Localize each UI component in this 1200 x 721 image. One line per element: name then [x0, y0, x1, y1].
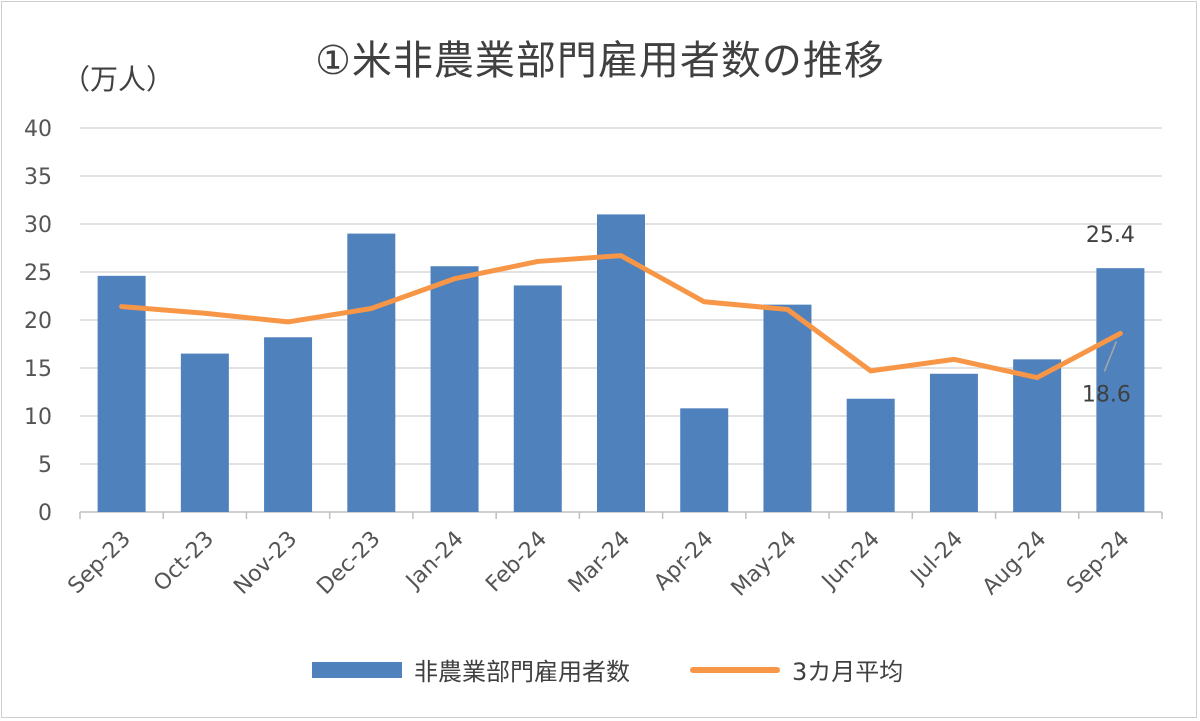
x-tick-label: Dec-23: [312, 527, 385, 600]
bar: [430, 266, 479, 512]
legend-item-line: 3カ月平均: [690, 652, 903, 687]
bar: [97, 275, 146, 512]
bar: [180, 353, 229, 512]
bar: [347, 233, 396, 512]
data-label: 18.6: [1082, 382, 1131, 407]
bar: [929, 373, 978, 512]
x-tick-label: May-24: [727, 527, 802, 602]
x-tick-label: Jun-24: [816, 527, 885, 596]
bar: [1013, 359, 1062, 512]
bar: [264, 337, 313, 512]
x-tick-label: Apr-24: [649, 527, 718, 596]
y-tick-label: 30: [24, 213, 52, 238]
bar: [846, 398, 895, 512]
legend: 非農業部門雇用者数 3カ月平均: [0, 652, 1200, 692]
y-tick-label: 5: [38, 453, 52, 478]
legend-swatch-bar: [312, 661, 402, 678]
y-unit-label: （万人）: [62, 63, 175, 96]
y-tick-label: 25: [24, 261, 52, 286]
legend-label-line: 3カ月平均: [792, 658, 904, 686]
x-tick-label: Jul-24: [905, 527, 968, 590]
bar: [763, 304, 812, 512]
x-tick-label: Aug-24: [978, 527, 1051, 600]
legend-item-bars: 非農業部門雇用者数: [312, 652, 630, 687]
y-tick-label: 15: [24, 357, 52, 382]
bar: [1096, 268, 1145, 512]
x-tick-label: Oct-23: [149, 527, 219, 597]
x-tick-label: Jan-24: [400, 527, 468, 595]
x-tick-label: Mar-24: [564, 527, 635, 598]
data-label-leader: [1103, 341, 1118, 372]
y-tick-label: 40: [24, 117, 52, 142]
y-tick-label: 0: [38, 501, 52, 526]
y-tick-label: 10: [24, 405, 52, 430]
y-tick-label: 35: [24, 165, 52, 190]
x-tick-label: Nov-23: [229, 527, 302, 600]
x-tick-label: Sep-24: [1062, 527, 1134, 599]
bar: [680, 408, 729, 512]
x-tick-label: Sep-23: [63, 527, 135, 599]
chart-title: ①米非農業部門雇用者数の推移: [315, 38, 885, 84]
legend-label-bars: 非農業部門雇用者数: [414, 658, 630, 686]
bar: [513, 285, 562, 512]
data-label: 25.4: [1086, 223, 1135, 248]
y-tick-label: 20: [24, 309, 52, 334]
legend-swatch-line: [690, 666, 780, 673]
x-tick-label: Feb-24: [481, 527, 552, 598]
